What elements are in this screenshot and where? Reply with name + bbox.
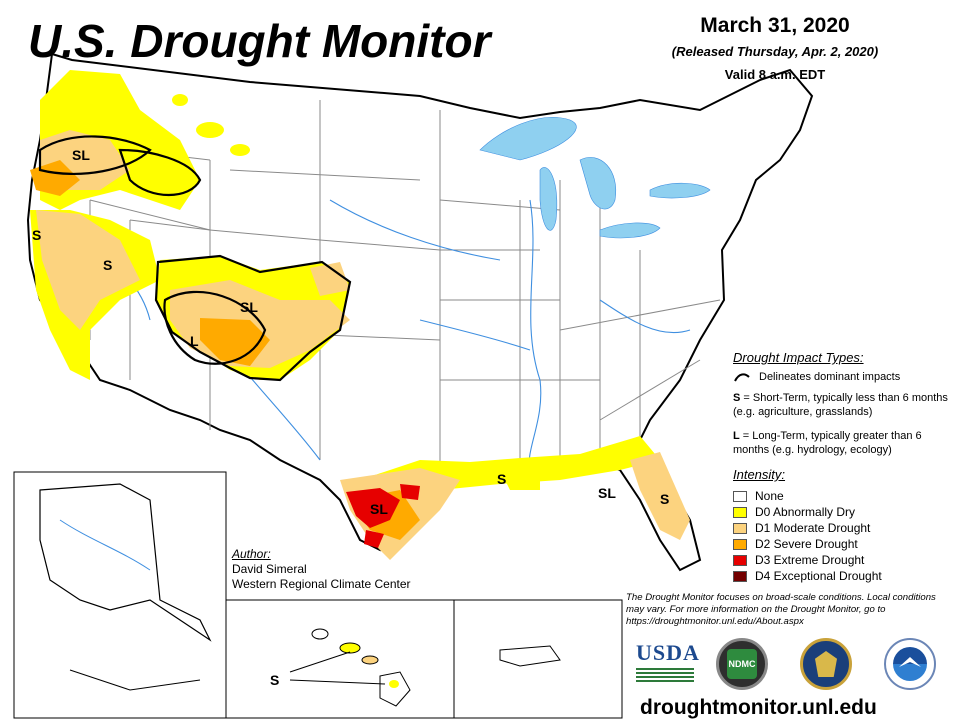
impact-types-legend: Drought Impact Types: Delineates dominan… bbox=[733, 350, 955, 467]
drought-areas bbox=[30, 70, 690, 560]
intensity-row-d3: D3 Extreme Drought bbox=[733, 552, 955, 568]
intensity-row-d0: D0 Abnormally Dry bbox=[733, 504, 955, 520]
impact-line-icon bbox=[734, 373, 750, 382]
author-block: Author: David Simeral Western Regional C… bbox=[232, 547, 411, 592]
label-co-sl: SL bbox=[240, 299, 258, 315]
intensity-row-d4: D4 Exceptional Drought bbox=[733, 568, 955, 584]
label-ca-s: S bbox=[32, 227, 41, 243]
inset-alaska bbox=[13, 471, 227, 719]
intensity-label: D1 Moderate Drought bbox=[755, 521, 871, 535]
swatch-d2 bbox=[733, 538, 747, 550]
swatch-d4 bbox=[733, 570, 747, 582]
usda-logo-bars bbox=[636, 668, 694, 682]
short-term-code: S bbox=[733, 392, 741, 404]
short-term-text: = Short-Term, typically less than 6 mont… bbox=[733, 392, 948, 418]
swatch-d0 bbox=[733, 506, 747, 518]
map-date: March 31, 2020 bbox=[700, 14, 850, 37]
impact-line-label: Delineates dominant impacts bbox=[759, 371, 901, 383]
impact-types-heading: Drought Impact Types: bbox=[733, 350, 864, 365]
label-tx-sl: SL bbox=[370, 501, 388, 517]
label-ut-l: L bbox=[190, 333, 199, 349]
map-title: U.S. Drought Monitor bbox=[28, 15, 491, 67]
disclaimer-note: The Drought Monitor focuses on broad-sca… bbox=[626, 592, 936, 627]
usda-logo: USDA bbox=[636, 640, 700, 686]
long-term-text: = Long-Term, typically greater than 6 mo… bbox=[733, 430, 922, 456]
inset-puerto-rico bbox=[453, 599, 623, 719]
website-url[interactable]: droughtmonitor.unl.edu bbox=[640, 696, 877, 719]
intensity-legend: Intensity: None D0 Abnormally Dry D1 Mod… bbox=[733, 467, 955, 584]
label-nv-s: S bbox=[103, 257, 112, 273]
noaa-bird-icon bbox=[899, 657, 921, 667]
author-heading: Author: bbox=[232, 547, 271, 561]
intensity-row-d1: D1 Moderate Drought bbox=[733, 520, 955, 536]
long-term-def: L = Long-Term, typically greater than 6 … bbox=[733, 429, 955, 457]
label-fl-s: S bbox=[660, 491, 669, 507]
intensity-row-none: None bbox=[733, 488, 955, 504]
ndmc-seal: NDMC bbox=[716, 638, 768, 690]
great-lakes bbox=[479, 117, 711, 239]
noaa-seal bbox=[884, 638, 936, 690]
usda-logo-text: USDA bbox=[636, 640, 700, 665]
date-block: March 31, 2020 (Released Thursday, Apr. … bbox=[640, 14, 910, 82]
valid-time: Valid 8 a.m. EDT bbox=[724, 67, 826, 82]
noaa-globe-icon bbox=[893, 647, 927, 681]
intensity-label: D2 Severe Drought bbox=[755, 537, 858, 551]
inset-hawaii: S bbox=[225, 599, 455, 719]
intensity-heading: Intensity: bbox=[733, 467, 786, 482]
swatch-d3 bbox=[733, 554, 747, 566]
intensity-label: None bbox=[755, 489, 784, 503]
swatch-none bbox=[733, 490, 747, 502]
author-org: Western Regional Climate Center bbox=[232, 577, 411, 591]
author-name: David Simeral bbox=[232, 562, 307, 576]
release-date: (Released Thursday, Apr. 2, 2020) bbox=[671, 44, 879, 59]
label-or-sl: SL bbox=[72, 147, 90, 163]
label-la-s: S bbox=[497, 471, 506, 487]
intensity-label: D3 Extreme Drought bbox=[755, 553, 865, 567]
eagle-icon bbox=[815, 651, 837, 677]
long-term-code: L bbox=[733, 430, 740, 442]
impact-line-row: Delineates dominant impacts bbox=[733, 371, 955, 383]
intensity-label: D4 Exceptional Drought bbox=[755, 569, 882, 583]
label-hi-s: S bbox=[270, 672, 279, 688]
intensity-label: D0 Abnormally Dry bbox=[755, 505, 856, 519]
commerce-seal bbox=[800, 638, 852, 690]
swatch-d1 bbox=[733, 522, 747, 534]
label-fl-sl: SL bbox=[598, 485, 616, 501]
intensity-row-d2: D2 Severe Drought bbox=[733, 536, 955, 552]
short-term-def: S = Short-Term, typically less than 6 mo… bbox=[733, 391, 955, 419]
impact-lines bbox=[38, 135, 352, 382]
ndmc-seal-text: NDMC bbox=[727, 649, 757, 679]
